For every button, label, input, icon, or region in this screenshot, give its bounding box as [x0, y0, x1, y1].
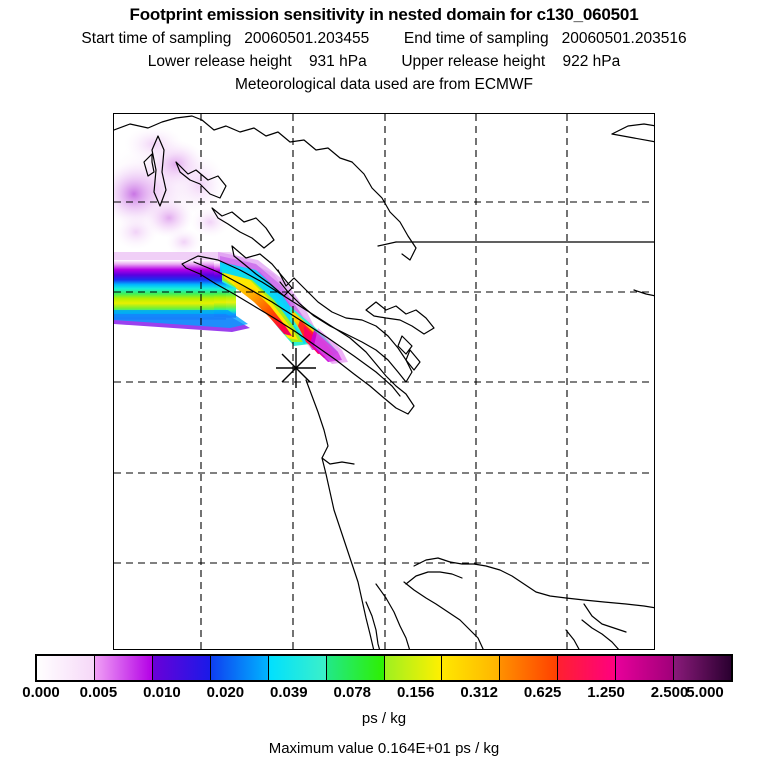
- release-point-marker: [276, 348, 316, 388]
- colorbar-tick-label: 0.020: [206, 684, 245, 701]
- colorbar-tick-label: 0.078: [333, 684, 372, 701]
- plot-header: Footprint emission sensitivity in nested…: [0, 0, 768, 94]
- start-time-value: 20060501.203455: [244, 30, 370, 47]
- colorbar-segment: [268, 656, 327, 680]
- lower-release-height-label: Lower release height: [147, 53, 292, 70]
- colorbar-tick-label: 0.039: [270, 684, 308, 701]
- colorbar-tick-label: 2.500: [650, 684, 689, 701]
- colorbar-segment: [616, 656, 675, 680]
- colorbar-segment: [500, 656, 559, 680]
- colorbar-segment: [210, 656, 269, 680]
- colorbar-segment: [384, 656, 443, 680]
- page-title: Footprint emission sensitivity in nested…: [129, 5, 639, 24]
- colorbar-segment: [442, 656, 501, 680]
- map-overlay: [114, 114, 654, 649]
- colorbar-tick-label: 5.000: [686, 684, 724, 701]
- colorbar-segment: [558, 656, 617, 680]
- release-heights-line: Lower release height 931 hPa Upper relea…: [0, 53, 768, 71]
- map-plot-area: [113, 113, 655, 650]
- sampling-times-line: Start time of sampling 20060501.203455 E…: [0, 30, 768, 48]
- colorbar-gradient-strip: [35, 654, 733, 682]
- colorbar-tick-label: 0.156: [396, 684, 435, 701]
- colorbar-unit-label: ps / kg: [361, 710, 407, 727]
- start-time-label: Start time of sampling: [81, 30, 232, 47]
- colorbar-segment: [326, 656, 385, 680]
- colorbar-tick-labels: 0.000 0.005 0.010 0.020 0.039 0.078 0.156 0.312…: [0, 684, 768, 704]
- end-time-value: 20060501.203516: [561, 30, 687, 47]
- colorbar-tick-label: 0.312: [460, 684, 498, 701]
- graticule: [114, 114, 654, 649]
- colorbar-tick-label: 1.250: [587, 684, 625, 701]
- colorbar-segment: [152, 656, 211, 680]
- colorbar-tick-label: 0.625: [523, 684, 562, 701]
- colorbar-segment: [37, 656, 95, 680]
- lower-release-height-value: 931 hPa: [308, 53, 367, 70]
- meteorology-note: Meteorological data used are from ECMWF: [234, 76, 534, 93]
- colorbar-segment: [674, 656, 732, 680]
- coastline: [114, 115, 654, 649]
- colorbar-tick-label: 0.010: [143, 684, 181, 701]
- colorbar: [35, 654, 733, 682]
- end-time-label: End time of sampling: [403, 30, 549, 47]
- upper-release-height-value: 922 hPa: [562, 53, 621, 70]
- upper-release-height-label: Upper release height: [401, 53, 546, 70]
- colorbar-tick-label: 0.000: [22, 684, 60, 701]
- maximum-value-label: Maximum value 0.164E+01 ps / kg: [268, 740, 500, 757]
- colorbar-segment: [94, 656, 153, 680]
- colorbar-tick-label: 0.005: [79, 684, 118, 701]
